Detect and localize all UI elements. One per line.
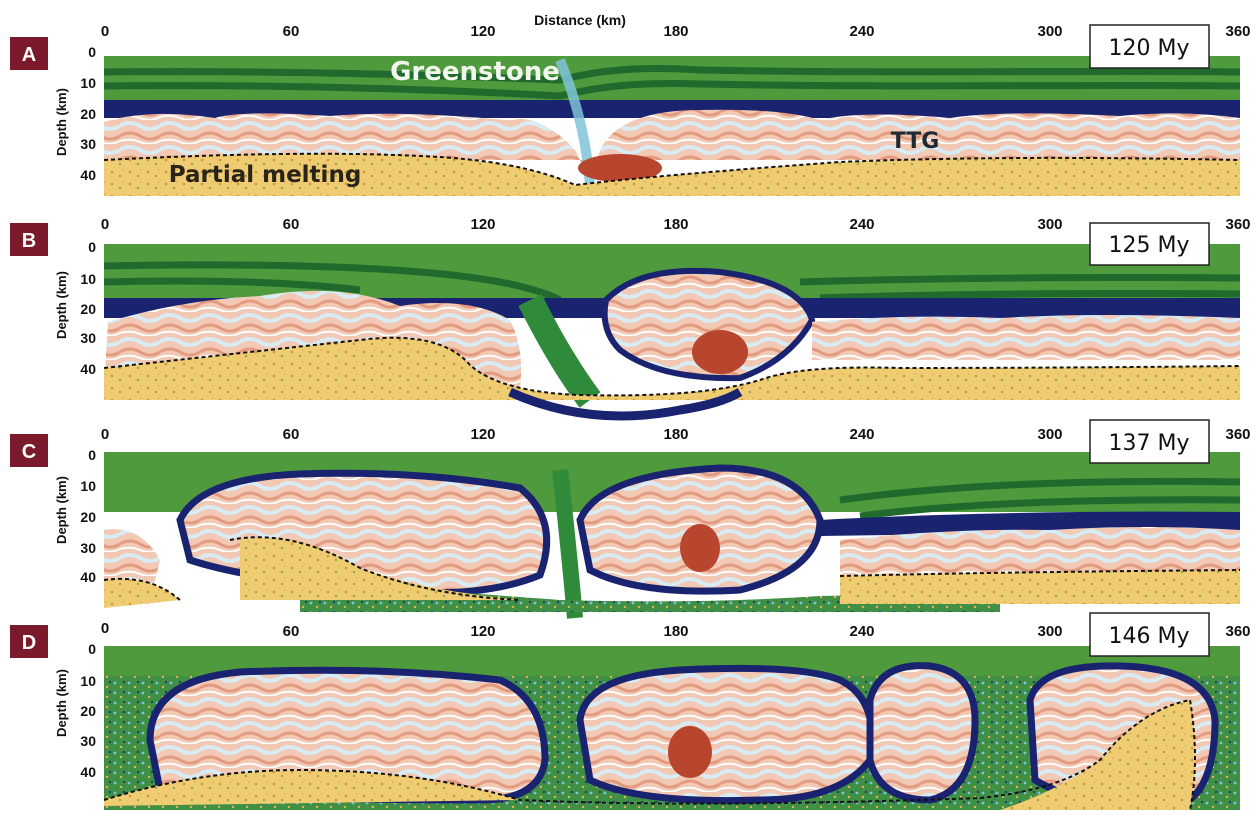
y-axis-ticks: 0 10 20 30 40 <box>80 44 96 183</box>
x-tick-120: 120 <box>470 216 495 233</box>
partial-melting-annotation: Partial melting <box>169 162 362 188</box>
y-axis-ticks: 0 10 20 30 40 <box>80 641 96 780</box>
model-section <box>104 646 1240 810</box>
x-tick-120: 120 <box>470 23 495 40</box>
ttg-domes-right <box>840 527 1240 578</box>
panel-label: A <box>22 44 36 66</box>
panel-label: C <box>22 441 36 463</box>
y-tick-20: 20 <box>80 106 96 122</box>
panel-b: B 0 60 120 180 240 300 360 Depth (km) 0 … <box>10 216 1251 416</box>
x-tick-300: 300 <box>1037 216 1062 233</box>
y-tick-40: 40 <box>80 361 96 377</box>
y-tick-10: 10 <box>80 271 96 287</box>
panel-d: D 0 60 120 180 240 300 360 Depth (km) 0 … <box>10 613 1251 810</box>
y-tick-10: 10 <box>80 673 96 689</box>
y-tick-0: 0 <box>88 44 96 60</box>
model-section <box>104 452 1240 618</box>
y-tick-40: 40 <box>80 764 96 780</box>
x-tick-180: 180 <box>663 623 688 640</box>
x-tick-60: 60 <box>283 23 300 40</box>
y-axis-title: Depth (km) <box>54 88 69 156</box>
x-axis-ticks: 0 60 120 180 240 300 360 <box>101 216 1251 233</box>
time-label: 137 My <box>1109 431 1190 456</box>
y-tick-20: 20 <box>80 703 96 719</box>
x-tick-240: 240 <box>849 426 874 443</box>
x-axis-ticks: 0 60 120 180 240 300 360 <box>101 620 1251 640</box>
y-tick-20: 20 <box>80 301 96 317</box>
panel-c: C 0 60 120 180 240 300 360 Depth (km) 0 … <box>10 420 1251 618</box>
panel-a: A Distance (km) 0 60 120 180 240 300 360… <box>10 12 1251 196</box>
x-tick-300: 300 <box>1037 23 1062 40</box>
greenstone-annotation: Greenstone <box>390 57 560 87</box>
x-tick-240: 240 <box>849 216 874 233</box>
x-tick-60: 60 <box>283 623 300 640</box>
hot-melt-pocket <box>680 524 720 572</box>
time-label: 146 My <box>1109 624 1190 649</box>
y-axis-title: Depth (km) <box>54 476 69 544</box>
x-tick-180: 180 <box>663 426 688 443</box>
y-tick-40: 40 <box>80 569 96 585</box>
x-tick-180: 180 <box>663 23 688 40</box>
ttg-dome-2 <box>580 668 872 800</box>
ttg-domes-right <box>812 315 1240 360</box>
panel-label: B <box>22 230 36 252</box>
x-tick-240: 240 <box>849 623 874 640</box>
x-tick-300: 300 <box>1037 623 1062 640</box>
y-tick-0: 0 <box>88 239 96 255</box>
x-tick-360: 360 <box>1225 23 1250 40</box>
y-tick-0: 0 <box>88 641 96 657</box>
hot-melt-pocket <box>668 726 712 778</box>
ttg-dome-3 <box>870 666 975 800</box>
y-axis-ticks: 0 10 20 30 40 <box>80 447 96 585</box>
x-axis-ticks: 0 60 120 180 240 300 360 <box>101 426 1251 443</box>
y-tick-30: 30 <box>80 330 96 346</box>
y-tick-10: 10 <box>80 75 96 91</box>
y-tick-40: 40 <box>80 167 96 183</box>
y-tick-30: 30 <box>80 733 96 749</box>
x-axis-title: Distance (km) <box>534 12 626 28</box>
x-tick-60: 60 <box>283 426 300 443</box>
x-axis-ticks: 0 60 120 180 240 300 360 <box>101 23 1251 40</box>
x-tick-180: 180 <box>663 216 688 233</box>
time-label: 125 My <box>1109 233 1190 258</box>
x-tick-240: 240 <box>849 23 874 40</box>
y-tick-30: 30 <box>80 540 96 556</box>
ttg-annotation: TTG <box>891 129 940 154</box>
y-tick-30: 30 <box>80 136 96 152</box>
hot-melt-pocket <box>692 330 748 374</box>
x-tick-120: 120 <box>470 426 495 443</box>
x-tick-0: 0 <box>101 23 109 40</box>
y-tick-20: 20 <box>80 509 96 525</box>
x-tick-0: 0 <box>101 216 109 233</box>
x-tick-0: 0 <box>101 620 109 637</box>
x-tick-360: 360 <box>1225 623 1250 640</box>
y-axis-title: Depth (km) <box>54 271 69 339</box>
x-tick-120: 120 <box>470 623 495 640</box>
x-tick-300: 300 <box>1037 426 1062 443</box>
y-tick-0: 0 <box>88 447 96 463</box>
greenstone-layer <box>104 56 1240 100</box>
time-label: 120 My <box>1109 36 1190 61</box>
x-tick-60: 60 <box>283 216 300 233</box>
x-tick-360: 360 <box>1225 216 1250 233</box>
model-section <box>104 244 1240 416</box>
y-axis-ticks: 0 10 20 30 40 <box>80 239 96 377</box>
y-tick-10: 10 <box>80 478 96 494</box>
x-tick-0: 0 <box>101 426 109 443</box>
y-axis-title: Depth (km) <box>54 669 69 737</box>
panel-label: D <box>22 632 36 654</box>
x-tick-360: 360 <box>1225 426 1250 443</box>
